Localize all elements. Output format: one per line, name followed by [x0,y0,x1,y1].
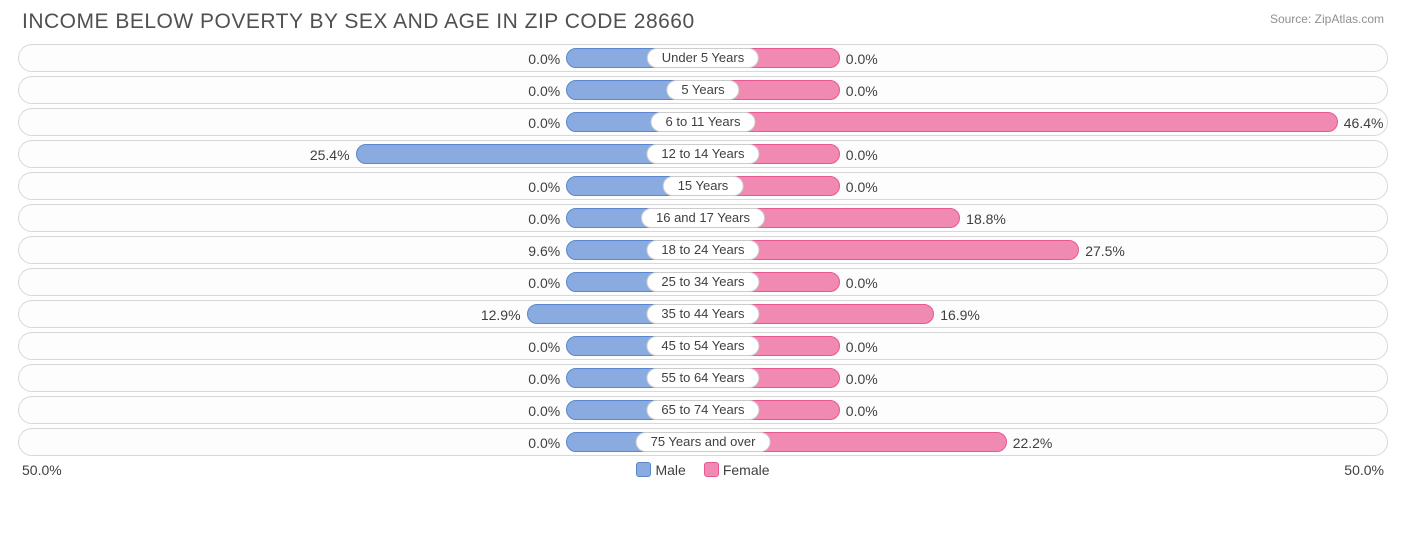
female-value-label: 16.9% [940,301,980,329]
axis-right-max: 50.0% [1344,462,1384,478]
legend-male: Male [636,462,685,478]
female-bar [703,112,1338,132]
male-value-label: 0.0% [528,77,560,105]
female-value-label: 18.8% [966,205,1006,233]
male-value-label: 0.0% [528,205,560,233]
female-value-label: 0.0% [846,173,878,201]
male-value-label: 0.0% [528,333,560,361]
chart-row: 0.0% 0.0% 15 Years [18,172,1388,200]
male-value-label: 12.9% [481,301,521,329]
category-pill: 12 to 14 Years [646,144,759,164]
female-value-label: 22.2% [1013,429,1053,457]
category-pill: 75 Years and over [636,432,771,452]
category-pill: 6 to 11 Years [651,112,756,132]
chart-source: Source: ZipAtlas.com [1270,12,1384,26]
chart-row: 25.4% 0.0% 12 to 14 Years [18,140,1388,168]
chart-row: 0.0% 0.0% Under 5 Years [18,44,1388,72]
category-pill: 18 to 24 Years [646,240,759,260]
female-value-label: 0.0% [846,77,878,105]
female-value-label: 0.0% [846,141,878,169]
chart-row: 0.0% 0.0% 45 to 54 Years [18,332,1388,360]
chart-row: 9.6% 27.5% 18 to 24 Years [18,236,1388,264]
category-pill: 5 Years [666,80,739,100]
male-value-label: 0.0% [528,269,560,297]
male-value-label: 9.6% [528,237,560,265]
category-pill: 65 to 74 Years [646,400,759,420]
male-value-label: 25.4% [310,141,350,169]
chart-row: 0.0% 46.4% 6 to 11 Years [18,108,1388,136]
chart-footer: 50.0% Male Female 50.0% [18,462,1388,478]
category-pill: 25 to 34 Years [646,272,759,292]
category-pill: 55 to 64 Years [646,368,759,388]
category-pill: 15 Years [663,176,744,196]
chart-row: 12.9% 16.9% 35 to 44 Years [18,300,1388,328]
poverty-by-sex-age-chart: INCOME BELOW POVERTY BY SEX AND AGE IN Z… [0,0,1406,486]
chart-row: 0.0% 0.0% 25 to 34 Years [18,268,1388,296]
female-value-label: 46.4% [1344,109,1384,137]
male-swatch [636,462,651,477]
chart-row: 0.0% 18.8% 16 and 17 Years [18,204,1388,232]
legend-male-label: Male [655,462,685,478]
male-value-label: 0.0% [528,365,560,393]
chart-row: 0.0% 22.2% 75 Years and over [18,428,1388,456]
axis-left-max: 50.0% [22,462,62,478]
male-value-label: 0.0% [528,429,560,457]
category-pill: 16 and 17 Years [641,208,765,228]
male-value-label: 0.0% [528,173,560,201]
female-value-label: 0.0% [846,269,878,297]
chart-legend: Male Female [636,462,769,478]
female-value-label: 0.0% [846,365,878,393]
female-value-label: 27.5% [1085,237,1125,265]
female-swatch [704,462,719,477]
chart-row: 0.0% 0.0% 65 to 74 Years [18,396,1388,424]
category-pill: Under 5 Years [647,48,759,68]
category-pill: 35 to 44 Years [646,304,759,324]
chart-rows: 0.0%0.0%Under 5 Years0.0%0.0%5 Years0.0%… [18,44,1388,456]
female-value-label: 0.0% [846,333,878,361]
female-value-label: 0.0% [846,45,878,73]
male-value-label: 0.0% [528,397,560,425]
female-value-label: 0.0% [846,397,878,425]
legend-female: Female [704,462,770,478]
chart-title: INCOME BELOW POVERTY BY SEX AND AGE IN Z… [22,10,1388,34]
male-value-label: 0.0% [528,109,560,137]
legend-female-label: Female [723,462,770,478]
chart-row: 0.0% 0.0% 5 Years [18,76,1388,104]
chart-row: 0.0% 0.0% 55 to 64 Years [18,364,1388,392]
male-value-label: 0.0% [528,45,560,73]
category-pill: 45 to 54 Years [646,336,759,356]
